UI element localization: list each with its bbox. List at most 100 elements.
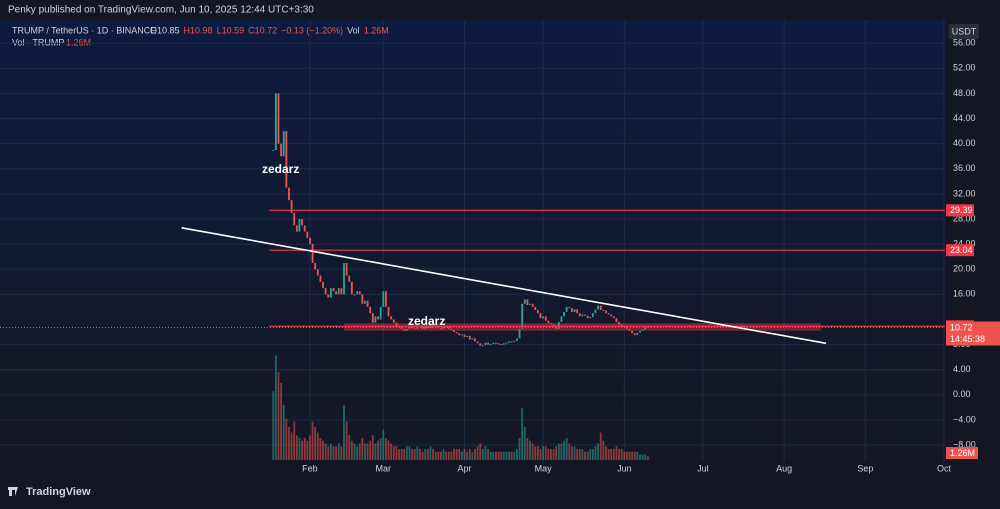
countdown: 14:45:38 bbox=[950, 334, 985, 344]
y-tick-label: 36.00 bbox=[953, 163, 976, 173]
volume-bar bbox=[366, 443, 369, 460]
candle bbox=[369, 306, 372, 314]
candle bbox=[547, 320, 550, 324]
candle bbox=[466, 335, 469, 338]
candle bbox=[301, 219, 303, 226]
candle bbox=[379, 306, 382, 320]
candle bbox=[591, 313, 594, 317]
ohlc-item: C10.72 bbox=[248, 25, 277, 35]
candle bbox=[646, 326, 649, 328]
candle bbox=[495, 342, 497, 344]
volume-bar bbox=[631, 451, 634, 460]
volume-bar bbox=[502, 451, 505, 460]
candle bbox=[303, 225, 306, 232]
volume-bar bbox=[285, 418, 288, 460]
volume-tag bbox=[946, 447, 978, 459]
watermark: zedarz bbox=[262, 162, 299, 176]
candle bbox=[526, 299, 529, 306]
volume-bar bbox=[280, 383, 283, 460]
candle bbox=[602, 310, 605, 312]
candle bbox=[421, 327, 424, 329]
volume-bar bbox=[416, 446, 419, 460]
candle bbox=[390, 316, 393, 320]
candle bbox=[597, 305, 600, 310]
volume-bar bbox=[479, 443, 482, 460]
volume-bar bbox=[374, 443, 377, 460]
volume-bar bbox=[550, 449, 552, 460]
volume-bar bbox=[515, 449, 518, 460]
volume-bar bbox=[301, 440, 303, 460]
support-zone bbox=[343, 323, 821, 331]
candle bbox=[565, 306, 568, 312]
candle bbox=[476, 341, 479, 344]
volume-bar bbox=[589, 449, 592, 460]
volume-bar bbox=[453, 449, 455, 460]
brand-logo bbox=[8, 487, 18, 496]
x-tick-label: Mar bbox=[376, 463, 392, 473]
y-tick-label: 24.00 bbox=[953, 239, 976, 249]
candle bbox=[605, 310, 607, 314]
candle bbox=[384, 291, 387, 307]
volume-bar bbox=[565, 438, 568, 460]
volume-bar bbox=[353, 443, 356, 460]
volume-bar bbox=[398, 449, 400, 460]
volume-bar bbox=[327, 446, 330, 460]
y-tick-label: 56.00 bbox=[953, 38, 976, 48]
footer bbox=[0, 478, 1000, 504]
currency-box[interactable] bbox=[949, 24, 979, 39]
plot: zedarz zedarz bbox=[0, 20, 945, 462]
volume-bar bbox=[337, 443, 340, 460]
volume-bar bbox=[599, 432, 602, 460]
symbol: TRUMP / TetherUS · 1D · BINANCE bbox=[12, 25, 156, 35]
candle bbox=[560, 316, 563, 322]
volume-bar bbox=[316, 432, 319, 460]
candle bbox=[361, 294, 364, 304]
volume-bar bbox=[411, 449, 414, 460]
volume-bar bbox=[542, 446, 545, 460]
volume-bar bbox=[636, 451, 639, 460]
currency[interactable]: USDT bbox=[952, 26, 977, 36]
x-tick-label: May bbox=[535, 463, 553, 473]
volume-bar bbox=[615, 446, 618, 460]
volume-bar bbox=[348, 435, 351, 460]
volume-bar bbox=[450, 451, 453, 460]
candle bbox=[594, 309, 597, 314]
candle bbox=[571, 308, 573, 312]
volume-bar bbox=[419, 449, 421, 460]
x-tick-label: Apr bbox=[458, 463, 472, 473]
volume-bar bbox=[536, 446, 539, 460]
candle bbox=[644, 326, 647, 330]
candle bbox=[374, 316, 377, 323]
volume-bar bbox=[364, 443, 366, 460]
candle bbox=[615, 318, 618, 322]
volume-bar bbox=[481, 449, 484, 460]
candle bbox=[364, 300, 366, 304]
candle bbox=[631, 330, 634, 334]
candle bbox=[458, 333, 461, 336]
candle bbox=[432, 323, 434, 326]
candle bbox=[508, 341, 510, 343]
volume-bar bbox=[309, 435, 311, 460]
volume-bar bbox=[303, 438, 306, 460]
x-tick-label: Jul bbox=[697, 463, 709, 473]
candle bbox=[356, 291, 359, 295]
volume-bar bbox=[392, 446, 395, 460]
volume-bar bbox=[518, 438, 521, 460]
candle bbox=[481, 345, 484, 347]
candle bbox=[633, 333, 636, 336]
volume-bar bbox=[293, 421, 296, 460]
candle bbox=[626, 327, 628, 329]
last-price-tag bbox=[946, 321, 1000, 346]
volume-bar bbox=[329, 443, 332, 460]
volume-bar bbox=[455, 449, 458, 460]
volume-bar bbox=[290, 432, 293, 460]
candle bbox=[544, 316, 547, 321]
volume-value: 1.26M bbox=[66, 37, 91, 47]
candle bbox=[589, 316, 592, 319]
candle bbox=[479, 343, 482, 346]
candle bbox=[513, 340, 516, 343]
volume-bar bbox=[345, 421, 348, 460]
volume-bar bbox=[306, 440, 309, 460]
candle bbox=[620, 324, 623, 326]
brand[interactable]: TradingView bbox=[26, 486, 91, 498]
